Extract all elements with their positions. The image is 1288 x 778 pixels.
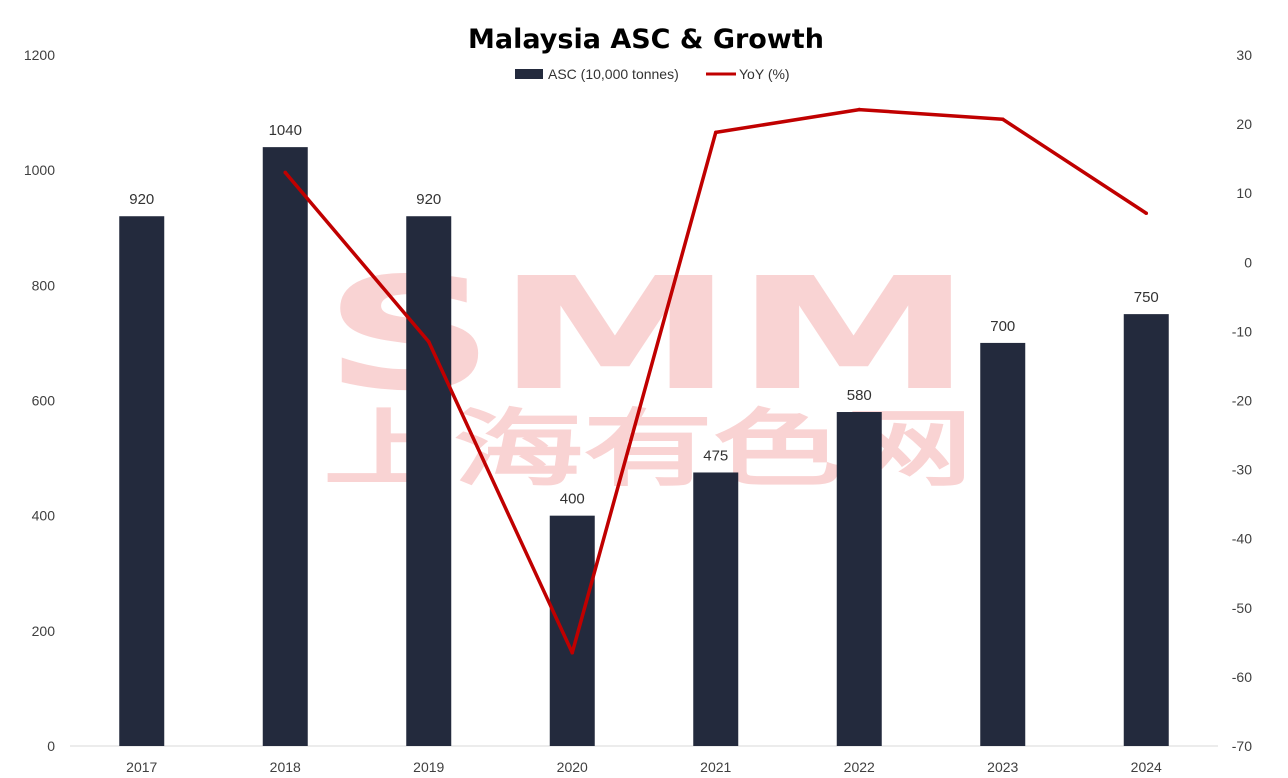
x-tick-label: 2020 — [557, 759, 588, 775]
data-labels: 920 1040 920 400 475 580 700 750 — [129, 122, 1159, 508]
line-series — [283, 107, 1149, 655]
x-tick-label: 2024 — [1131, 759, 1162, 775]
y-left-tick-label: 800 — [32, 277, 56, 293]
legend-swatch-asc — [515, 69, 543, 79]
x-tick-label: 2022 — [844, 759, 875, 775]
y-right-tick-label: 30 — [1236, 47, 1252, 63]
bar-data-label: 920 — [416, 191, 441, 208]
x-tick-label: 2018 — [270, 759, 301, 775]
bar-data-label: 475 — [703, 447, 728, 464]
bar-series — [119, 147, 1169, 747]
y-right-tick-label: 0 — [1244, 254, 1252, 270]
bar-data-label: 920 — [129, 191, 154, 208]
legend-label-yoy: YoY (%) — [739, 66, 790, 82]
chart-title: Malaysia ASC & Growth — [468, 24, 824, 55]
bar — [693, 472, 739, 746]
bar-data-label: 580 — [847, 387, 872, 404]
bar-data-label: 400 — [560, 491, 585, 508]
bar — [1123, 314, 1169, 746]
bar — [262, 147, 308, 747]
yoy-point — [283, 170, 288, 175]
y-right-tick-label: 20 — [1236, 116, 1252, 132]
bar — [549, 515, 595, 746]
y-right-tick-label: -10 — [1232, 323, 1252, 339]
bar-data-label: 1040 — [269, 122, 302, 139]
y-left-tick-label: 600 — [32, 393, 56, 409]
yoy-point — [1000, 117, 1005, 122]
axes: 020040060080010001200-70-60-50-40-30-20-… — [24, 47, 1252, 775]
y-right-tick-label: -30 — [1232, 462, 1252, 478]
y-left-tick-label: 0 — [47, 738, 55, 754]
yoy-point — [713, 130, 718, 135]
bar — [980, 342, 1026, 746]
y-right-tick-label: -70 — [1232, 738, 1252, 754]
y-left-tick-label: 1200 — [24, 47, 55, 63]
bar — [406, 216, 452, 746]
legend-label-asc: ASC (10,000 tonnes) — [548, 66, 679, 82]
y-left-tick-label: 400 — [32, 508, 56, 524]
y-right-tick-label: -40 — [1232, 531, 1252, 547]
x-tick-label: 2021 — [700, 759, 731, 775]
yoy-point — [426, 339, 431, 344]
y-right-tick-label: -50 — [1232, 600, 1252, 616]
bar — [119, 216, 165, 746]
y-left-tick-label: 200 — [32, 623, 56, 639]
legend: ASC (10,000 tonnes) YoY (%) — [515, 66, 790, 82]
y-right-tick-label: 10 — [1236, 185, 1252, 201]
yoy-point — [570, 650, 575, 655]
y-left-tick-label: 1000 — [24, 162, 55, 178]
x-tick-label: 2019 — [413, 759, 444, 775]
yoy-point — [857, 107, 862, 112]
bar — [836, 412, 882, 746]
y-right-tick-label: -60 — [1232, 669, 1252, 685]
x-tick-label: 2023 — [987, 759, 1018, 775]
yoy-point — [1144, 211, 1149, 216]
y-right-tick-label: -20 — [1232, 393, 1252, 409]
x-tick-label: 2017 — [126, 759, 157, 775]
bar-data-label: 750 — [1134, 289, 1159, 306]
bar-data-label: 700 — [990, 318, 1015, 335]
